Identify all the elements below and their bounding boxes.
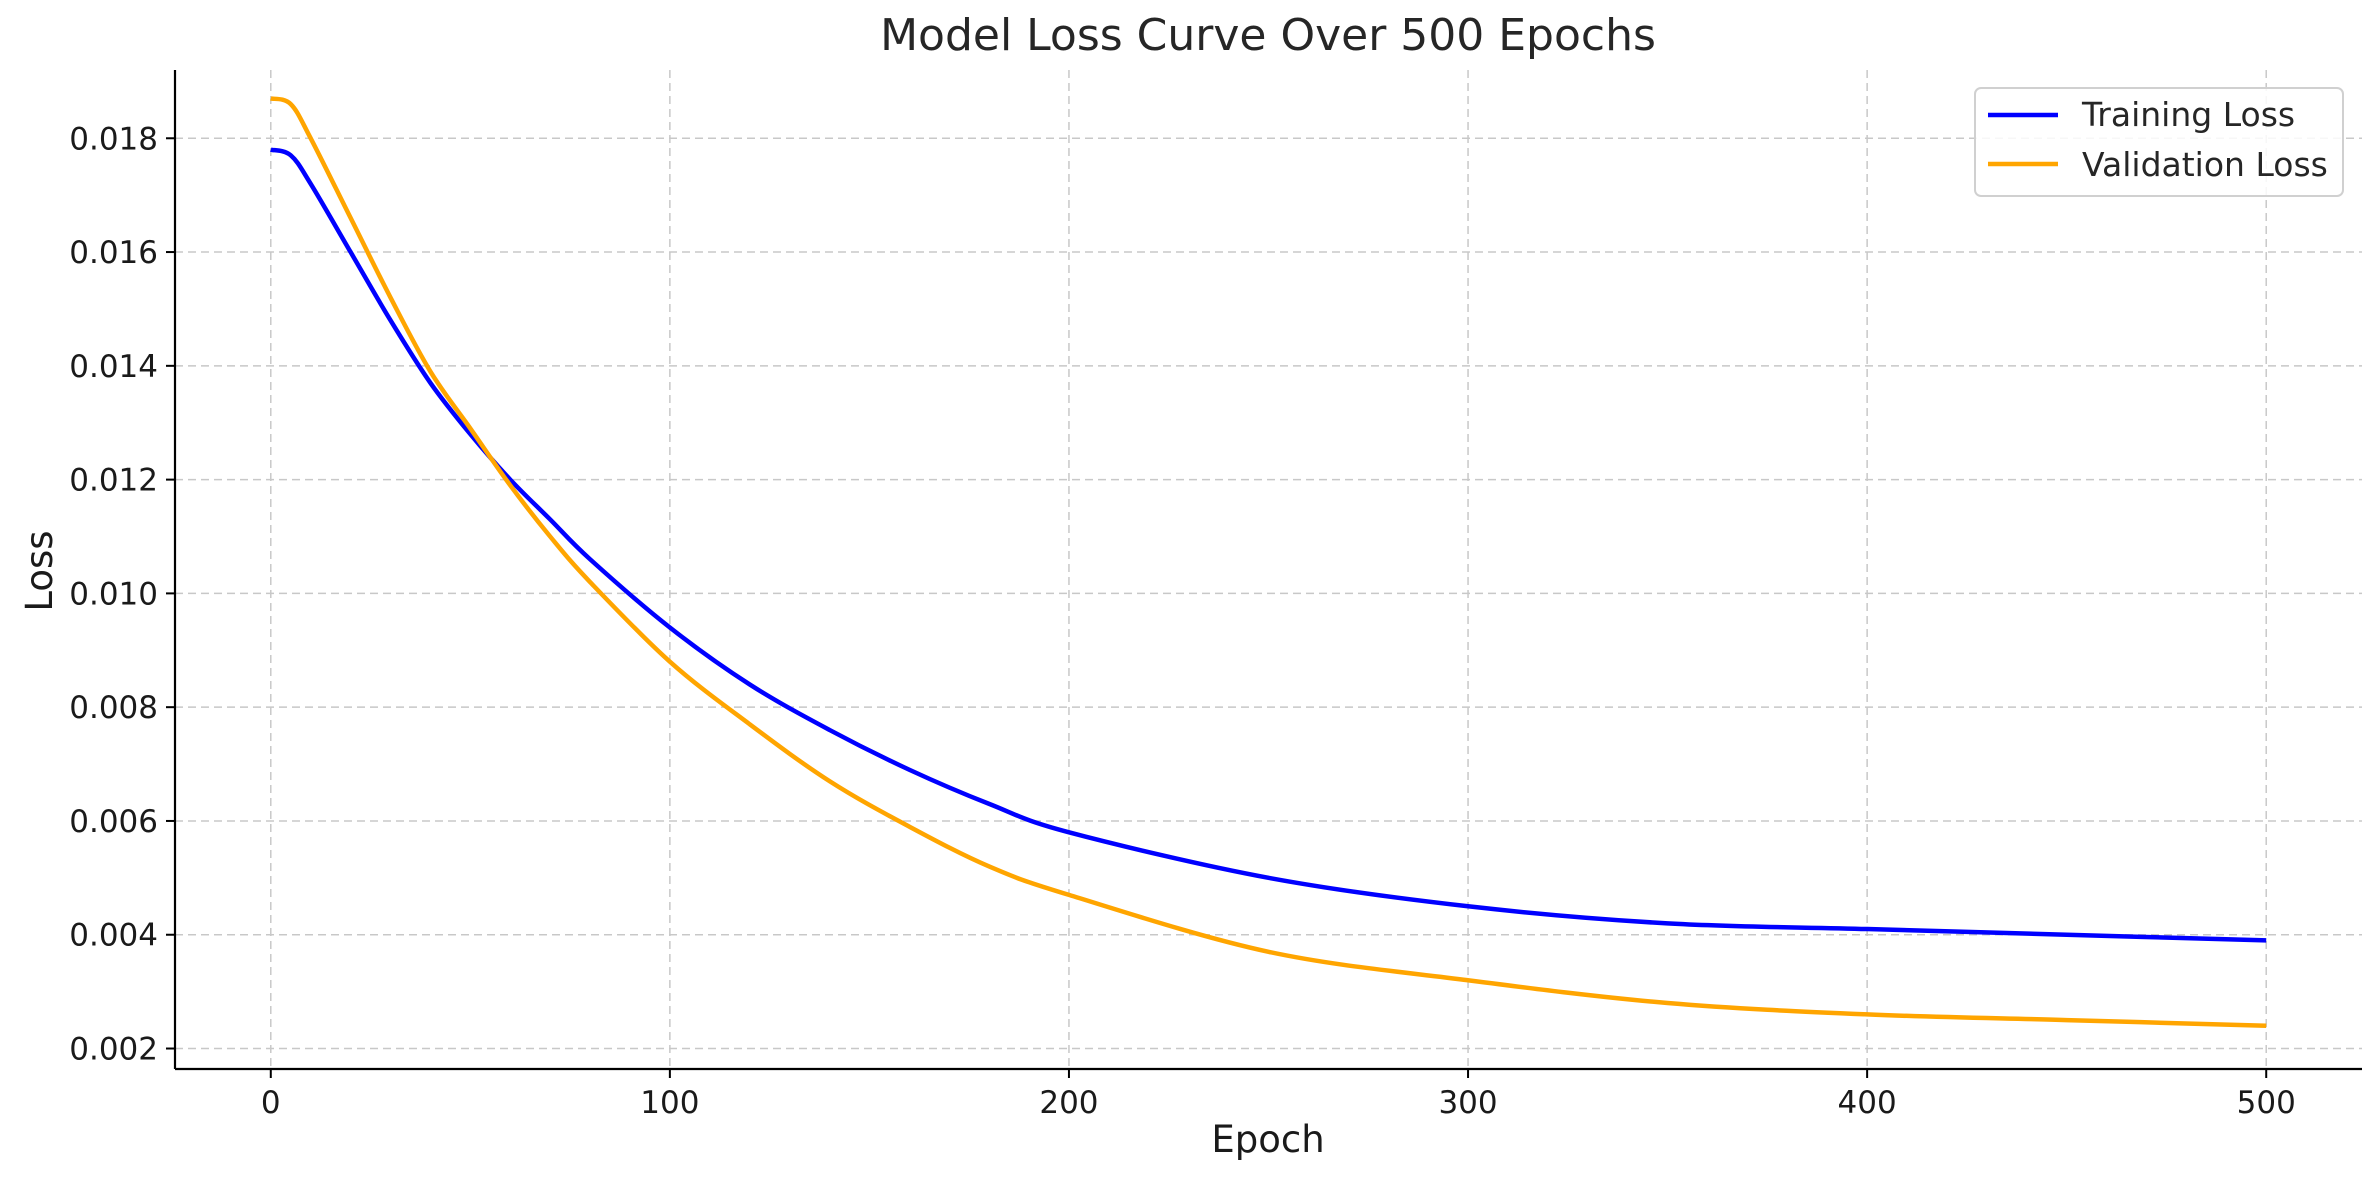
y-tick-label: 0.016 xyxy=(69,235,158,271)
y-tick-label: 0.014 xyxy=(69,349,158,385)
x-tick-label: 200 xyxy=(1039,1085,1098,1121)
y-tick-label: 0.006 xyxy=(69,804,158,840)
x-axis-label: Epoch xyxy=(1211,1118,1324,1161)
legend-label-training-loss: Training Loss xyxy=(2081,95,2295,134)
y-tick-label: 0.002 xyxy=(69,1032,158,1068)
legend-label-validation-loss: Validation Loss xyxy=(2082,145,2328,184)
x-tick-label: 500 xyxy=(2237,1085,2296,1121)
series-lines xyxy=(270,96,2267,1029)
y-ticks: 0.002 0.004 0.006 0.008 0.010 0.012 0.014 0.016… xyxy=(69,121,175,1068)
y-tick-label: 0.018 xyxy=(69,121,158,157)
x-tick-label: 400 xyxy=(1838,1085,1897,1121)
x-tick-label: 100 xyxy=(640,1085,699,1121)
axes xyxy=(173,70,2362,1071)
validation-loss-line xyxy=(270,96,2267,1029)
y-tick-label: 0.012 xyxy=(69,463,158,499)
chart-title: Model Loss Curve Over 500 Epochs xyxy=(880,10,1656,61)
x-tick-label: 300 xyxy=(1438,1085,1497,1121)
legend-box xyxy=(1974,87,2344,197)
legend: Training Loss Validation Loss xyxy=(1974,87,2344,197)
y-axis-label: Loss xyxy=(18,530,61,611)
grid-lines xyxy=(175,70,2362,1069)
x-ticks: 0 100 200 300 400 500 xyxy=(261,1069,2296,1121)
y-tick-label: 0.008 xyxy=(69,690,158,726)
training-loss-line xyxy=(270,147,2267,943)
y-tick-label: 0.010 xyxy=(69,576,158,612)
x-tick-label: 0 xyxy=(261,1085,281,1121)
y-tick-label: 0.004 xyxy=(69,918,158,954)
